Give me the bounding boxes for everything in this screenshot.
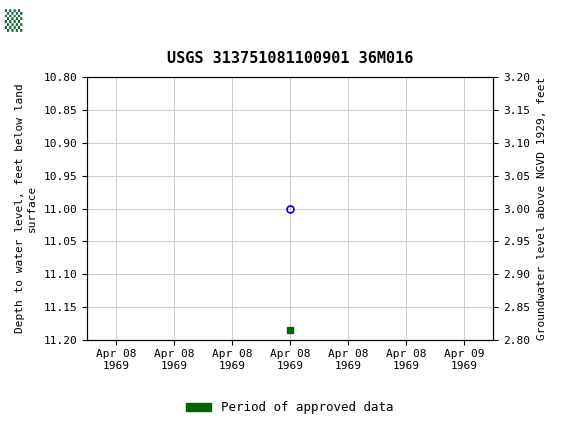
Text: USGS 313751081100901 36M016: USGS 313751081100901 36M016 <box>167 51 413 65</box>
Y-axis label: Depth to water level, feet below land
surface: Depth to water level, feet below land su… <box>15 84 37 333</box>
Bar <box>3 3 58 37</box>
Y-axis label: Groundwater level above NGVD 1929, feet: Groundwater level above NGVD 1929, feet <box>536 77 547 340</box>
Text: ▒: ▒ <box>4 9 21 32</box>
Text: USGS: USGS <box>23 12 63 29</box>
Legend: Period of approved data: Period of approved data <box>181 396 399 419</box>
